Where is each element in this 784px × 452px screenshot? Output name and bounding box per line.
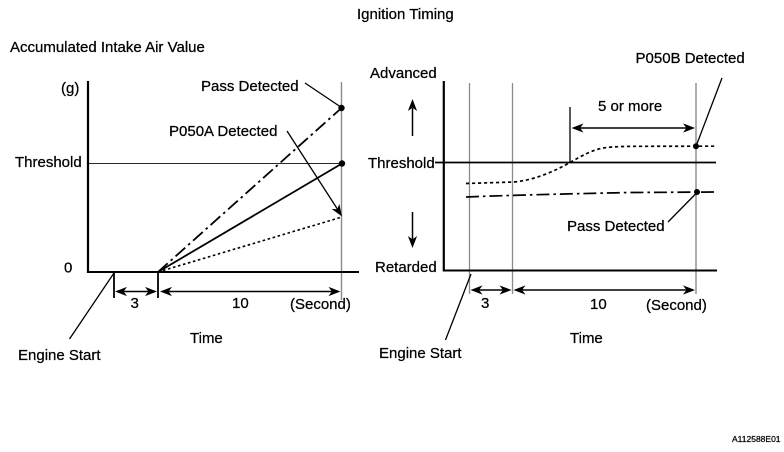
svg-text:Threshold: Threshold <box>15 154 82 171</box>
svg-text:Engine Start: Engine Start <box>18 347 101 364</box>
svg-text:Accumulated Intake Air Value: Accumulated Intake Air Value <box>10 39 205 56</box>
svg-text:(g): (g) <box>61 80 79 97</box>
svg-text:Advanced: Advanced <box>370 65 437 82</box>
svg-text:10: 10 <box>232 295 249 312</box>
svg-text:Time: Time <box>190 330 223 347</box>
svg-text:Engine Start: Engine Start <box>379 345 462 362</box>
svg-text:Time: Time <box>570 330 603 347</box>
svg-text:A112588E01: A112588E01 <box>732 434 781 444</box>
svg-text:10: 10 <box>590 296 607 313</box>
svg-text:(Second): (Second) <box>290 296 351 313</box>
svg-text:(Second): (Second) <box>646 297 707 314</box>
svg-text:Ignition Timing: Ignition Timing <box>357 6 454 23</box>
svg-text:P050A Detected: P050A Detected <box>169 123 277 140</box>
svg-text:3: 3 <box>131 295 139 312</box>
svg-text:Pass Detected: Pass Detected <box>567 218 665 235</box>
svg-text:P050B Detected: P050B Detected <box>636 50 745 67</box>
svg-text:0: 0 <box>64 260 72 277</box>
svg-text:3: 3 <box>481 295 489 312</box>
svg-text:Threshold: Threshold <box>368 155 435 172</box>
svg-text:Retarded: Retarded <box>375 259 437 276</box>
svg-text:5 or more: 5 or more <box>598 98 662 115</box>
svg-text:Pass Detected: Pass Detected <box>201 78 299 95</box>
